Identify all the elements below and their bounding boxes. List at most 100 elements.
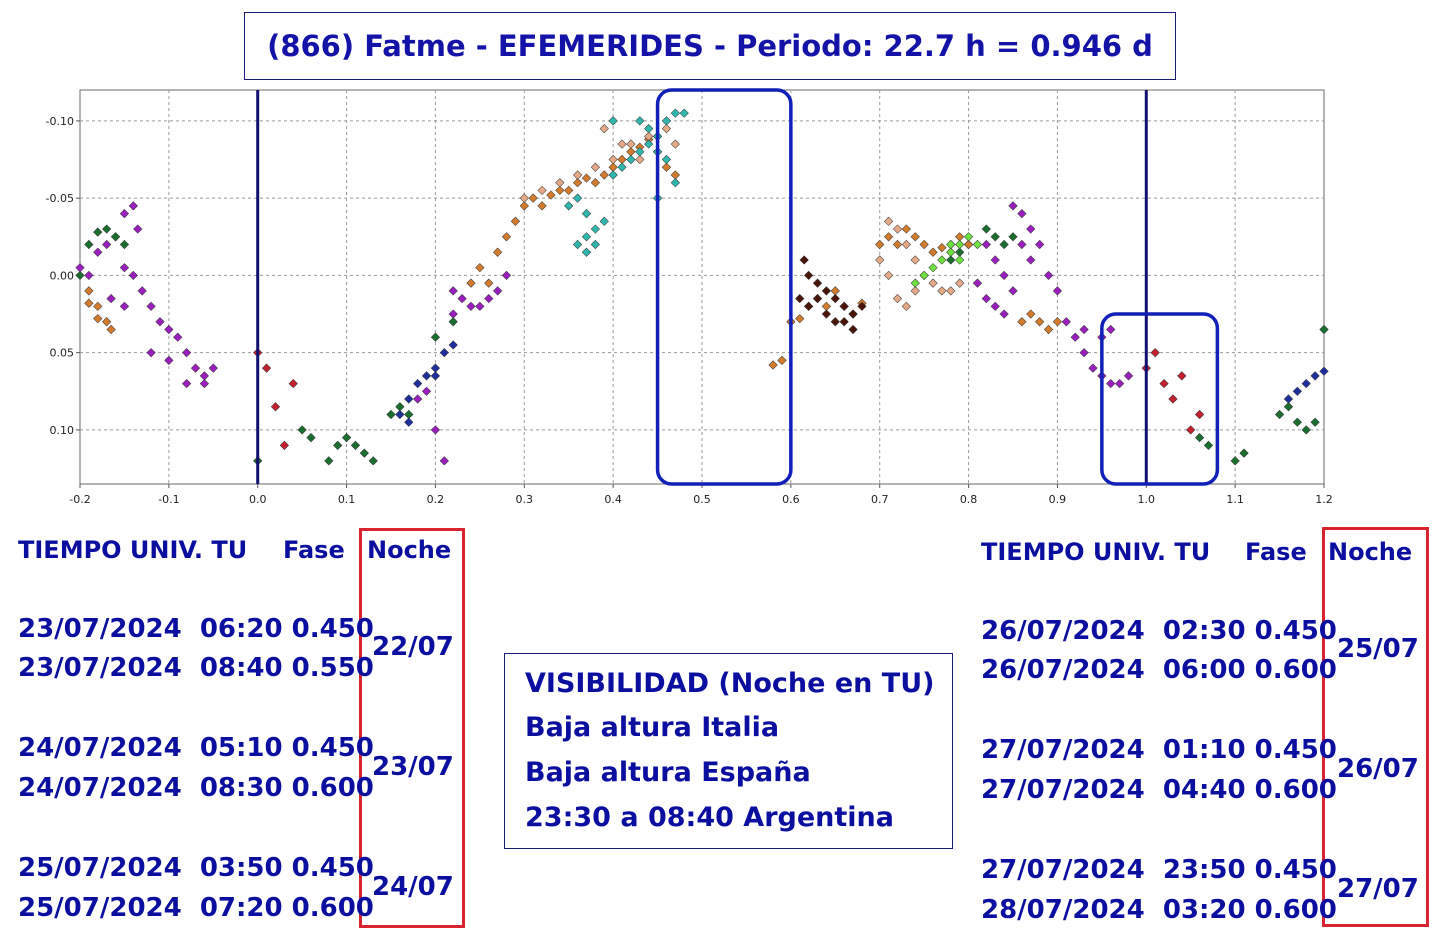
data-point [537, 185, 547, 196]
data-point [937, 255, 947, 265]
data-point [1043, 324, 1054, 335]
x-tick-label: 0.3 [516, 493, 534, 506]
data-point [1292, 386, 1302, 396]
data-point [466, 301, 476, 311]
data-point [484, 293, 494, 304]
phase-scatter-chart: -0.2 -0.1 0.0 0.1 0.2 0.3 0.4 0.5 0.6 0.7 0.8 0.9 1.… [46, 88, 1333, 506]
data-point [93, 247, 103, 257]
data-point [564, 201, 574, 211]
date: 23/07/2024 [18, 653, 182, 683]
data-point [395, 409, 405, 420]
phase: 0.600 [1254, 895, 1337, 925]
time: 01:10 [1162, 735, 1246, 765]
left-night-2: 23/07 [372, 752, 454, 782]
data-point [1017, 239, 1027, 250]
data-point [119, 239, 130, 250]
data-point [510, 216, 520, 226]
left-night-1: 22/07 [372, 632, 454, 662]
data-point [501, 232, 512, 242]
data-point [1159, 378, 1169, 389]
time: 08:30 [199, 773, 283, 803]
data-point [324, 456, 334, 466]
data-point [990, 232, 1000, 242]
data-point [635, 142, 645, 152]
data-point [581, 247, 592, 257]
right-night-3: 27/07 [1337, 874, 1419, 904]
visibility-line-3: 23:30 a 08:40 Argentina [525, 802, 894, 833]
data-point [333, 440, 343, 450]
data-point [1052, 286, 1063, 296]
data-point [799, 255, 809, 265]
data-point [946, 239, 956, 250]
phase: 0.450 [1254, 855, 1337, 885]
data-point [190, 363, 201, 373]
data-point [795, 293, 805, 304]
data-point [839, 317, 849, 327]
data-point [830, 293, 840, 304]
data-point [892, 239, 903, 250]
data-point [1088, 363, 1098, 373]
data-point [946, 247, 956, 257]
phase: 0.600 [1254, 655, 1337, 685]
y-tick-label: 0.00 [50, 269, 75, 282]
data-point [946, 286, 956, 296]
date: 28/07/2024 [981, 895, 1145, 925]
data-point [493, 286, 503, 296]
x-tick-label: 0.9 [1049, 493, 1067, 506]
left-header-night: Noche [367, 536, 452, 564]
data-point [590, 162, 600, 172]
phase: 0.450 [291, 733, 374, 763]
chart-title: (866) Fatme - EFEMERIDES - Periodo: 22.7… [244, 12, 1176, 80]
x-tick-label: 0.0 [249, 493, 267, 506]
right-row-2-2: 27/07/2024 04:40 0.600 [981, 775, 1337, 805]
date: 27/07/2024 [981, 735, 1145, 765]
data-point [955, 255, 965, 265]
data-point [128, 201, 138, 211]
time: 07:20 [199, 893, 283, 923]
date: 23/07/2024 [18, 614, 182, 644]
data-point [1026, 255, 1036, 265]
data-point [573, 193, 583, 203]
data-point [279, 440, 289, 450]
data-point [519, 201, 529, 211]
data-point [128, 270, 138, 281]
data-point [981, 293, 991, 304]
x-tick-label: -0.2 [69, 493, 90, 506]
data-point [937, 286, 947, 296]
time: 06:20 [199, 614, 283, 644]
data-point [430, 363, 441, 373]
data-point [1070, 332, 1080, 342]
y-tick-label: 0.10 [50, 424, 75, 437]
data-point [1017, 317, 1027, 327]
time: 23:50 [1162, 855, 1246, 885]
data-point [341, 433, 352, 443]
data-point [119, 263, 130, 273]
data-point [537, 201, 547, 211]
highlight-window [1100, 312, 1220, 486]
data-point [963, 239, 974, 250]
data-point [404, 417, 414, 427]
data-point [946, 255, 956, 265]
data-point [1123, 371, 1134, 381]
right-header-night: Noche [1328, 538, 1413, 566]
data-point [1239, 448, 1249, 458]
data-point [608, 116, 618, 126]
data-point [635, 147, 645, 157]
data-point [573, 170, 583, 180]
data-point [1274, 409, 1285, 420]
data-point [421, 386, 432, 396]
data-point [448, 309, 458, 319]
data-point [644, 131, 654, 141]
data-point [1026, 224, 1036, 234]
data-point [590, 178, 600, 188]
data-point [972, 278, 983, 288]
data-point [297, 425, 307, 435]
data-point [110, 232, 121, 242]
x-tick-label: 1.2 [1315, 493, 1333, 506]
data-point [1079, 324, 1089, 335]
data-point [581, 232, 592, 242]
right-row-1-2: 26/07/2024 06:00 0.600 [981, 655, 1337, 685]
data-point [955, 232, 965, 242]
time: 03:20 [1162, 895, 1246, 925]
data-point [910, 255, 920, 265]
